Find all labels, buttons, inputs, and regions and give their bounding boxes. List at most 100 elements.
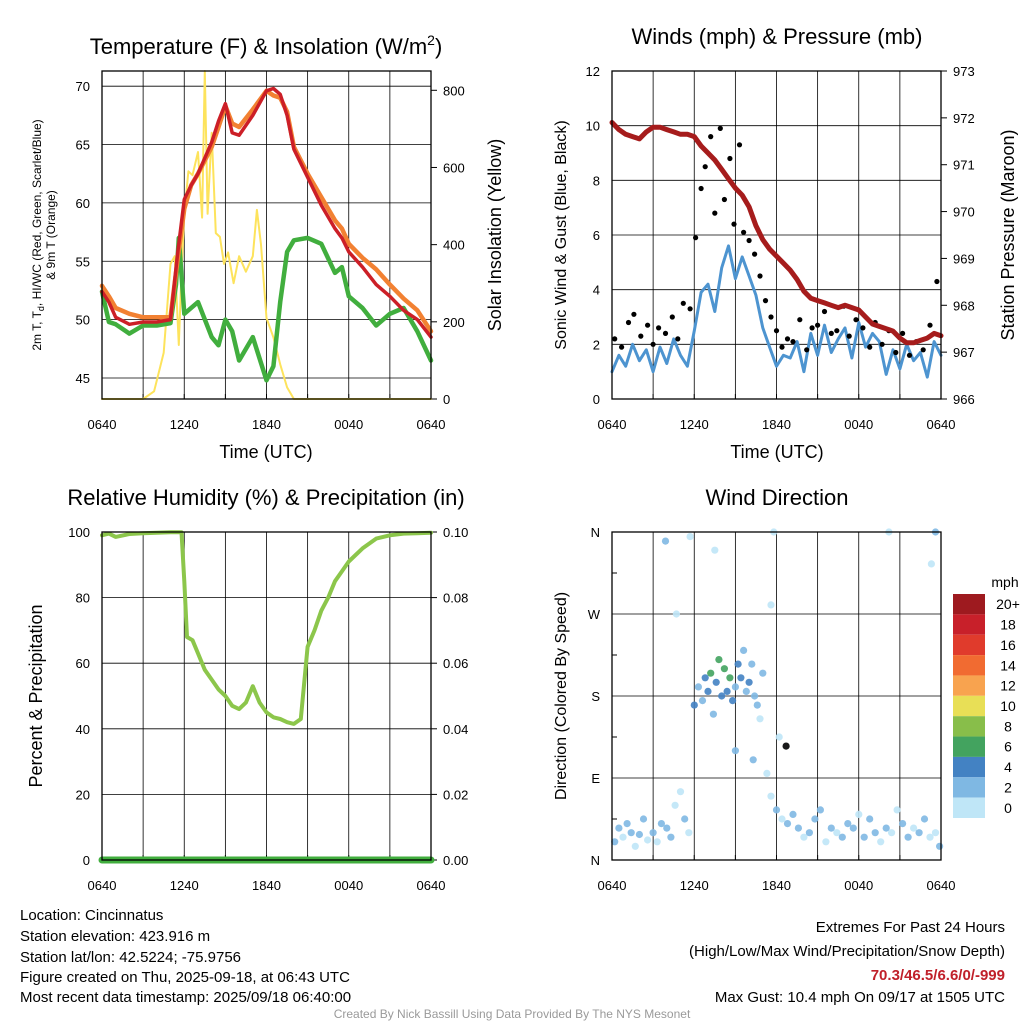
direction-point [915,829,923,837]
gust-point [920,347,926,353]
wind-line [610,244,943,379]
direction-point [794,824,803,832]
y2-tick-label: 600 [443,160,465,175]
colorbar-label: 12 [1000,678,1016,694]
direction-point [737,674,745,682]
direction-point [631,842,639,850]
direction-point [686,533,694,541]
y-tick-label: 60 [76,656,90,671]
direction-point [877,838,885,846]
direction-point [827,824,835,832]
direction-point [694,683,703,691]
gust-point [846,333,852,339]
direction-point [920,815,929,823]
direction-point [698,697,707,705]
direction-point [855,810,863,819]
x-tick-label: 1240 [680,417,709,432]
y2-axis-label: Station Pressure (Maroon) [998,129,1018,340]
gust-point [879,341,885,347]
gust-point [834,328,840,334]
gust-point [797,317,803,323]
direction-point [726,674,734,682]
direction-point [649,829,657,837]
direction-point [715,656,723,664]
gust-point [804,347,810,353]
gust-point [757,273,763,279]
direction-point [619,833,627,841]
plot-border [611,70,942,400]
direction-point [635,830,644,839]
y-tick-label: 60 [76,196,90,211]
direction-point [663,824,671,832]
gust-point [768,314,774,320]
direction-point [927,560,936,568]
colorbar-label: 0 [1004,800,1012,816]
direction-point [931,829,940,837]
y-tick-label: 10 [586,119,600,134]
gust-point [821,308,828,315]
direction-point [745,678,753,686]
direction-point [701,674,709,682]
direction-point [893,806,901,814]
y-tick-label: 4 [593,283,600,298]
x-tick-label: 1840 [762,878,791,893]
gust-point [927,322,933,328]
gust-point [828,330,834,336]
x-tick-label: 1840 [252,878,281,893]
colorbar-label: 10 [1000,698,1016,714]
y-tick-label: N [591,853,600,868]
y2-tick-label: 966 [953,392,975,407]
chart-title: Wind Direction [705,485,848,510]
y2-tick-label: 967 [953,345,975,360]
direction-point [704,687,712,696]
y-tick-label: 80 [76,591,90,606]
x-axis-label: Time (UTC) [730,442,823,462]
x-tick-label: 1240 [170,417,199,432]
x-tick-label: 0640 [927,878,956,893]
direction-point [731,683,740,691]
y2-tick-label: 0.10 [443,525,468,540]
colorbar-label: 20+ [996,596,1020,612]
max-gust-text: Max Gust: 10.4 mph On 09/17 at 1505 UTC [714,989,1005,1006]
direction-point [667,833,675,841]
colorbar-unit: mph [991,574,1018,590]
gust-point [702,164,708,170]
y-tick-label: N [591,525,600,540]
direction-point [871,829,879,837]
x-tick-label: 0640 [927,417,956,432]
direction-point [838,833,846,841]
direction-point [712,678,720,686]
gust-point [934,278,940,285]
direction-point [748,660,756,668]
gust-point [675,336,681,342]
created-text: Figure created on Thu, 2025-09-18, at 06… [20,969,350,986]
direction-point [910,824,918,832]
pressure-line [609,120,944,346]
direction-point [767,601,775,609]
direction-point [742,687,750,696]
gust-point [650,341,656,347]
direction-point [685,829,693,837]
direction-point [775,733,783,741]
colorbar-label: 16 [1000,637,1016,653]
gust-point [762,298,769,304]
direction-point [672,610,681,618]
direction-point [709,710,718,718]
direction-point [731,747,740,755]
direction-point [849,824,857,832]
direction-point [844,820,852,828]
direction-point [690,701,698,709]
x-tick-label: 0640 [598,417,627,432]
direction-point [882,824,890,832]
direction-point [772,806,781,814]
direction-point [623,820,631,828]
colorbar-swatch [953,655,985,676]
direction-point [756,715,764,723]
y2-tick-label: 973 [953,64,975,79]
gust-point [645,322,651,328]
direction-point [778,815,786,823]
direction-point [783,820,792,828]
direction-point [759,669,767,677]
gust-point [712,210,718,216]
